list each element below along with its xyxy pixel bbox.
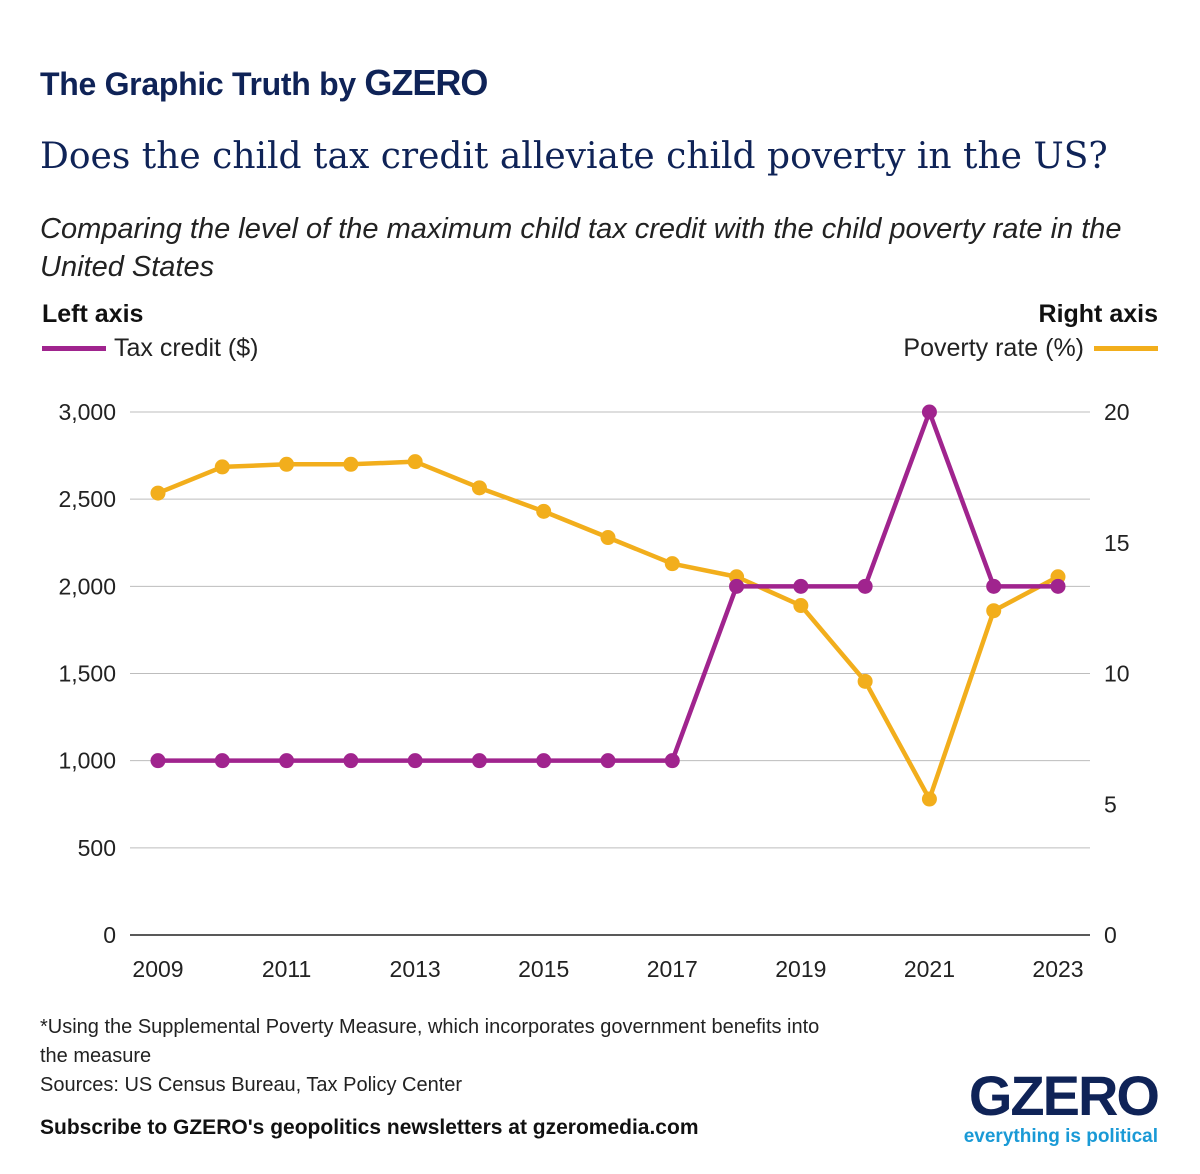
right-tick-label: 5: [1104, 791, 1117, 817]
x-tick-label: 2011: [262, 956, 311, 982]
data-point-poverty-rate: [793, 598, 809, 614]
logo-tagline: everything is political: [963, 1126, 1158, 1147]
brand-name: GZERO: [364, 62, 488, 103]
left-tick-label: 1,500: [58, 661, 116, 687]
legend-tax-credit: Tax credit ($): [42, 334, 258, 363]
data-point-tax-credit: [793, 578, 809, 594]
data-point-poverty-rate: [536, 503, 552, 519]
data-point-tax-credit: [857, 578, 873, 594]
data-point-poverty-rate: [600, 530, 616, 546]
legend-swatch-tax-credit: [42, 346, 106, 351]
x-tick-label: 2017: [647, 956, 698, 982]
x-tick-label: 2023: [1032, 956, 1083, 982]
sources-text: Sources: US Census Bureau, Tax Policy Ce…: [40, 1074, 463, 1096]
gzero-logo: GZERO everything is political: [963, 1064, 1160, 1148]
x-tick-label: 2019: [775, 956, 826, 982]
data-point-poverty-rate: [214, 459, 230, 475]
brand-title: The Graphic Truth by GZERO: [40, 62, 488, 104]
right-tick-label: 15: [1104, 530, 1130, 556]
footnote-text: *Using the Supplemental Poverty Measure,…: [40, 1016, 820, 1067]
gridlines: [130, 411, 1090, 936]
data-point-poverty-rate: [407, 454, 423, 470]
left-tick-label: 1,000: [58, 748, 116, 774]
data-point-poverty-rate: [986, 603, 1002, 619]
left-tick-label: 500: [78, 835, 116, 861]
data-point-poverty-rate: [471, 480, 487, 496]
legend-swatch-poverty-rate: [1094, 346, 1158, 351]
x-tick-label: 2015: [518, 956, 569, 982]
series-layer: [150, 404, 1066, 807]
legend-poverty-rate: Poverty rate (%): [903, 334, 1158, 363]
legend-label-poverty-rate: Poverty rate (%): [903, 334, 1084, 362]
right-axis-heading: Right axis: [1038, 300, 1158, 328]
x-tick-label: 2021: [904, 956, 955, 982]
series-tax-credit: [150, 404, 1066, 769]
x-tick-label: 2009: [132, 956, 183, 982]
left-tick-label: 2,000: [58, 573, 116, 599]
series-line-poverty-rate: [155, 459, 1061, 802]
left-axis-ticks: 0 500 1,000 1,500 2,000 2,500 3,000: [58, 399, 116, 948]
logo-wordmark: GZERO: [968, 1064, 1160, 1127]
data-point-poverty-rate: [343, 456, 359, 472]
x-tick-label: 2013: [390, 956, 441, 982]
right-axis-ticks: 0 5 10 15 20: [1104, 399, 1130, 948]
left-axis-heading: Left axis: [42, 300, 144, 328]
brand-prefix: The Graphic Truth by: [40, 66, 365, 102]
x-axis-ticks: 2009 2011 2013 2015 2017 2019 2021 2023: [132, 956, 1083, 982]
left-tick-label: 2,500: [58, 486, 116, 512]
data-point-tax-credit: [986, 578, 1002, 594]
left-tick-label: 3,000: [58, 399, 116, 425]
data-point-tax-credit: [343, 753, 359, 769]
data-point-tax-credit: [407, 753, 423, 769]
data-point-poverty-rate: [664, 556, 680, 572]
right-tick-label: 20: [1104, 399, 1130, 425]
data-point-poverty-rate: [279, 456, 295, 472]
data-point-tax-credit: [279, 753, 295, 769]
data-point-tax-credit: [150, 753, 166, 769]
data-point-poverty-rate: [150, 485, 166, 501]
data-point-tax-credit: [214, 753, 230, 769]
data-point-tax-credit: [664, 753, 680, 769]
data-point-tax-credit: [921, 404, 937, 420]
chart-subtitle: Comparing the level of the maximum child…: [40, 213, 1122, 283]
right-tick-label: 0: [1104, 922, 1117, 948]
chart-title: Does the child tax credit alleviate chil…: [40, 136, 1108, 177]
data-point-tax-credit: [729, 578, 745, 594]
legend-label-tax-credit: Tax credit ($): [114, 334, 259, 362]
subscribe-link[interactable]: Subscribe to GZERO's geopolitics newslet…: [40, 1116, 699, 1139]
left-tick-label: 0: [103, 922, 116, 948]
data-point-tax-credit: [471, 753, 487, 769]
line-chart: 0 500 1,000 1,500 2,000 2,500 3,000 0 5 10 15 20 2…: [58, 399, 1130, 982]
data-point-poverty-rate: [857, 673, 873, 689]
footnote: *Using the Supplemental Poverty Measure,…: [40, 1013, 840, 1100]
data-point-poverty-rate: [921, 791, 937, 807]
data-point-tax-credit: [536, 753, 552, 769]
right-tick-label: 10: [1104, 661, 1130, 687]
data-point-tax-credit: [600, 753, 616, 769]
data-point-tax-credit: [1050, 578, 1066, 594]
